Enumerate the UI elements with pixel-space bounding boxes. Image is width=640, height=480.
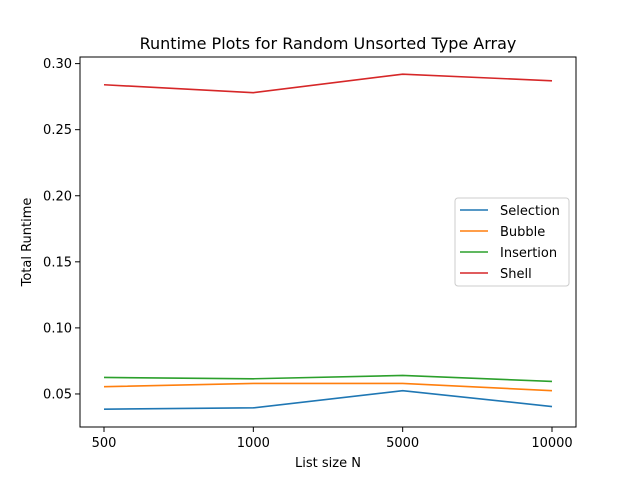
legend-label-shell: Shell bbox=[500, 267, 532, 282]
plot-area bbox=[79, 56, 577, 428]
series-line-bubble bbox=[103, 382, 553, 392]
series-line-insertion bbox=[103, 374, 553, 383]
legend-label-insertion: Insertion bbox=[500, 246, 557, 261]
y-tick-label: 0.25 bbox=[43, 123, 72, 138]
y-tick-label: 0.10 bbox=[43, 321, 72, 336]
y-tick-label: 0.15 bbox=[43, 255, 72, 270]
series-line-shell bbox=[103, 73, 553, 94]
y-tick-label: 0.05 bbox=[43, 387, 72, 402]
series-line-selection bbox=[103, 389, 553, 410]
legend-label-bubble: Bubble bbox=[500, 225, 545, 240]
x-tick-label: 5000 bbox=[386, 436, 419, 451]
x-axis: 500 1000 5000 10000 bbox=[92, 427, 573, 451]
legend-label-selection: Selection bbox=[500, 204, 560, 219]
legend: Selection Bubble Insertion Shell bbox=[454, 197, 570, 287]
y-tick-label: 0.20 bbox=[43, 189, 72, 204]
y-axis-title: Total Runtime bbox=[20, 198, 35, 288]
x-tick-label: 1000 bbox=[237, 436, 270, 451]
x-tick-label: 10000 bbox=[531, 436, 572, 451]
x-axis-title: List size N bbox=[295, 456, 361, 471]
y-axis: 0.05 0.10 0.15 0.20 0.25 0.30 bbox=[43, 57, 80, 402]
series-lines bbox=[103, 73, 553, 410]
legend-box bbox=[454, 197, 570, 287]
x-tick-label: 500 bbox=[92, 436, 117, 451]
y-tick-label: 0.30 bbox=[43, 57, 72, 72]
chart-title: Runtime Plots for Random Unsorted Type A… bbox=[140, 34, 517, 53]
